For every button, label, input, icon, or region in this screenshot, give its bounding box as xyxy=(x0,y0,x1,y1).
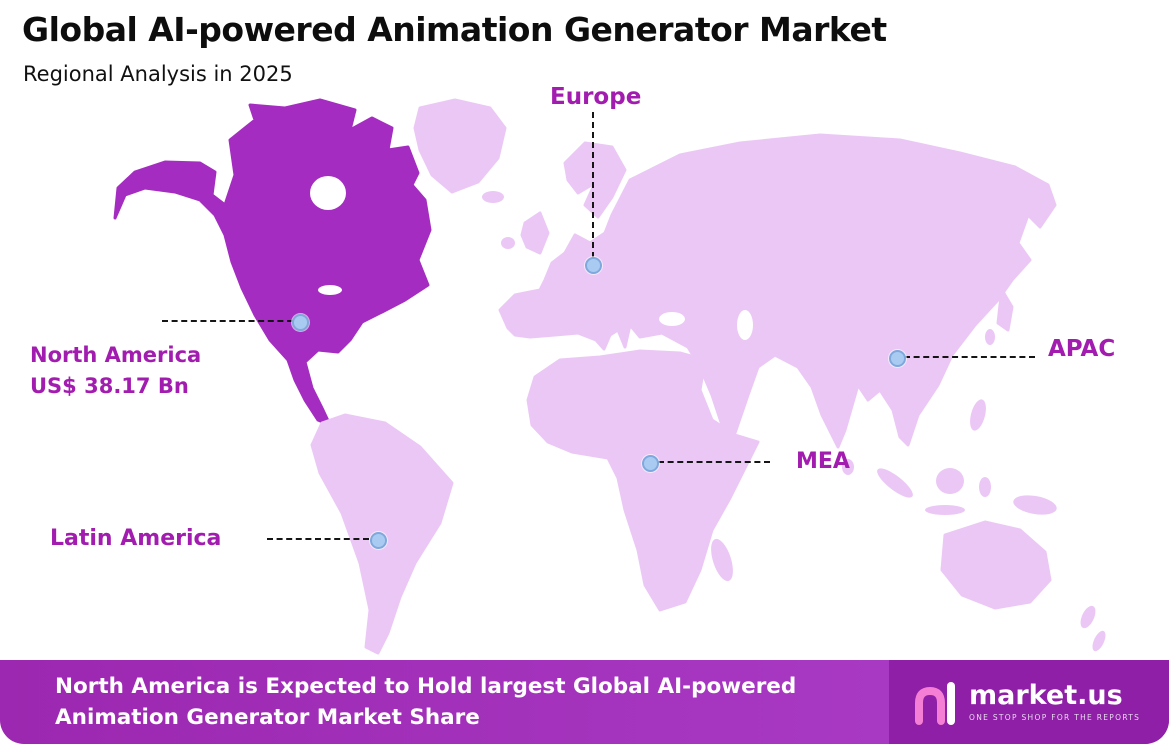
region-label-north-america: North America US$ 38.17 Bn xyxy=(30,340,201,402)
page-title: Global AI-powered Animation Generator Ma… xyxy=(22,10,887,49)
leader-line-latin-america xyxy=(267,538,369,540)
brand-logo-text: market.us ONE STOP SHOP FOR THE REPORTS xyxy=(969,680,1141,723)
region-label-north-america-name: North America xyxy=(30,343,202,367)
leader-line-europe xyxy=(592,112,594,258)
landmass-new-zealand-south xyxy=(1092,630,1106,652)
leader-line-north-america xyxy=(162,320,293,322)
landmass-africa xyxy=(526,349,760,612)
region-marker-north-america xyxy=(292,314,309,331)
region-label-apac: APAC xyxy=(1048,336,1116,362)
brand-tagline: ONE STOP SHOP FOR THE REPORTS xyxy=(969,713,1141,722)
landmass-sumatra xyxy=(877,468,913,498)
landmass-australia xyxy=(940,520,1052,610)
landmass-borneo xyxy=(936,468,964,494)
brand-logo-area: market.us ONE STOP SHOP FOR THE REPORTS xyxy=(889,660,1169,744)
landmass-new-zealand-north xyxy=(1080,605,1096,629)
page-subtitle: Regional Analysis in 2025 xyxy=(23,62,293,86)
region-marker-latin-america xyxy=(370,532,387,549)
footer-banner-text: North America is Expected to Hold larges… xyxy=(55,671,796,733)
landmass-japan-south xyxy=(985,329,995,345)
leader-line-apac xyxy=(904,356,1035,358)
region-label-latin-america: Latin America xyxy=(50,526,222,551)
footer-banner: North America is Expected to Hold larges… xyxy=(0,660,1169,744)
world-map xyxy=(113,98,1106,655)
landmass-britain xyxy=(520,211,550,255)
landmass-greenland xyxy=(413,98,507,194)
water-great-lakes xyxy=(318,285,342,295)
landmass-new-guinea xyxy=(1013,495,1057,515)
market-us-logo-icon xyxy=(915,682,955,725)
region-label-mea: MEA xyxy=(796,449,850,474)
landmass-sri-lanka xyxy=(842,459,854,475)
footer-banner-line2: Animation Generator Market Share xyxy=(55,705,480,730)
water-hudson-bay xyxy=(310,176,346,210)
landmass-ireland xyxy=(501,237,515,249)
landmass-sulawesi xyxy=(979,477,991,497)
landmass-iceland xyxy=(482,191,504,203)
region-label-europe: Europe xyxy=(550,84,642,110)
continent-north-america-highlight xyxy=(113,98,432,427)
region-value-north-america: US$ 38.17 Bn xyxy=(30,374,189,398)
footer-banner-line1: North America is Expected to Hold larges… xyxy=(55,674,797,699)
leader-line-mea xyxy=(658,461,770,463)
landmass-philippines xyxy=(970,399,986,431)
water-caspian-sea xyxy=(737,310,753,340)
region-marker-mea xyxy=(642,455,659,472)
landmass-java xyxy=(925,505,965,515)
landmass-japan xyxy=(996,288,1014,332)
landmass-madagascar xyxy=(711,538,733,582)
region-marker-europe xyxy=(585,257,602,274)
region-marker-apac xyxy=(889,350,906,367)
brand-name: market.us xyxy=(969,680,1123,711)
landmass-scandinavia xyxy=(563,141,627,219)
water-black-sea xyxy=(659,312,685,326)
landmass-eurasia xyxy=(498,133,1057,449)
